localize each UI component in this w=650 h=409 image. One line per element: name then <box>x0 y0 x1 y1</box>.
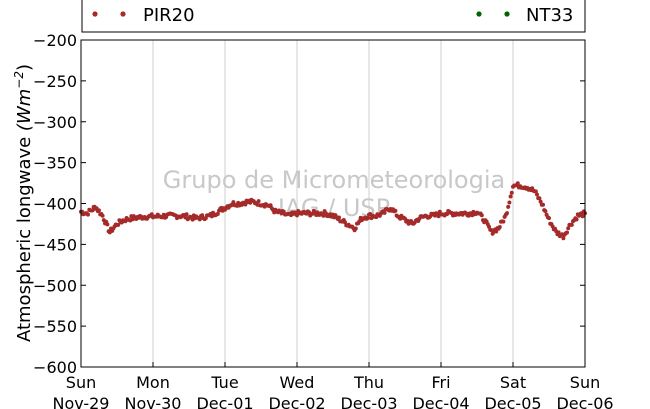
data-point-pir20 <box>533 189 538 194</box>
data-point-pir20 <box>515 181 520 186</box>
data-point-pir20 <box>100 213 105 218</box>
data-point-pir20 <box>365 216 370 220</box>
data-point-pir20 <box>184 212 189 217</box>
data-point-pir20 <box>494 229 499 234</box>
watermark-line-1: Grupo de Micrometeorologia <box>163 166 505 194</box>
legend-entry-pir20: PIR20 <box>92 5 195 26</box>
x-tick-label-day: Thu <box>353 373 384 392</box>
data-point-pir20 <box>580 214 585 219</box>
x-tick-label-day: Sun <box>66 373 96 392</box>
data-point-pir20 <box>479 213 484 218</box>
data-point-pir20 <box>256 199 261 204</box>
y-tick-label: −500 <box>33 276 77 295</box>
y-axis-label-unit: (Wm <box>14 89 35 131</box>
y-tick-label: −450 <box>33 235 77 254</box>
data-point-pir20 <box>574 217 579 222</box>
data-point-pir20 <box>86 212 90 217</box>
x-tick-label-day: Tue <box>210 373 238 392</box>
grid-lines <box>152 40 514 367</box>
data-point-pir20 <box>565 230 569 235</box>
plot-area <box>81 40 585 367</box>
data-point-pir20 <box>343 220 347 225</box>
data-point-pir20 <box>508 194 513 199</box>
x-tick-label-day: Sat <box>500 373 526 392</box>
data-point-pir20 <box>353 226 358 231</box>
legend-marker-nt33-b <box>504 11 510 17</box>
data-point-pir20 <box>231 200 236 205</box>
x-tick-label-date: Dec-04 <box>412 394 469 409</box>
legend-marker-pir20-b <box>120 11 126 17</box>
x-tick-label-date: Dec-05 <box>484 394 541 409</box>
data-point-pir20 <box>507 200 512 205</box>
legend-label-nt33: NT33 <box>526 5 573 26</box>
x-tick-label-day: Wed <box>280 373 315 392</box>
y-tick-label: −250 <box>33 72 77 91</box>
y-tick-label: −600 <box>33 358 77 377</box>
legend-marker-pir20 <box>92 11 98 17</box>
x-tick-label-date: Dec-02 <box>268 394 325 409</box>
x-tick-label-date: Nov-29 <box>53 394 110 409</box>
data-point-pir20 <box>537 196 542 201</box>
data-point-pir20 <box>505 211 509 216</box>
data-point-pir20 <box>561 236 566 241</box>
y-tick-label: −200 <box>33 31 77 50</box>
x-tick-label-date: Dec-06 <box>556 394 613 409</box>
legend-entry-nt33: NT33 <box>476 5 573 26</box>
x-tick-label-date: Dec-01 <box>196 394 253 409</box>
data-point-pir20 <box>268 203 273 208</box>
data-point-pir20 <box>538 199 543 204</box>
legend-box <box>81 0 586 33</box>
y-tick-label: −350 <box>33 154 77 173</box>
data-point-pir20 <box>382 210 387 215</box>
data-point-pir20 <box>566 226 571 231</box>
data-point-pir20 <box>149 212 154 217</box>
data-point-pir20 <box>543 209 548 214</box>
x-tick-label-day: Fri <box>431 373 450 392</box>
legend-label-pir20: PIR20 <box>143 5 195 26</box>
legend-marker-nt33 <box>476 11 482 17</box>
y-tick-label: −400 <box>33 195 77 214</box>
data-point-pir20 <box>321 213 326 218</box>
data-point-pir20 <box>501 219 506 224</box>
data-point-pir20 <box>197 217 202 222</box>
data-point-pir20 <box>97 208 101 213</box>
data-point-pir20 <box>497 225 502 229</box>
y-tick-label: −550 <box>33 317 77 336</box>
data-point-pir20 <box>541 202 545 207</box>
y-axis-ticks: −200 −250 −300 −350 −400 −450 −500 −550 −600 <box>33 31 585 377</box>
x-tick-label-day: Sun <box>570 373 600 392</box>
y-axis-label-exponent: −2 <box>12 71 26 89</box>
data-point-pir20 <box>105 222 110 227</box>
y-axis-label: Atmospheric longwave (Wm−2) <box>12 64 35 342</box>
data-point-pir20 <box>556 230 561 235</box>
data-point-pir20 <box>337 215 341 220</box>
data-point-pir20 <box>547 216 551 221</box>
data-point-pir20 <box>569 222 574 227</box>
data-point-pir20 <box>393 208 398 213</box>
series-points <box>79 181 587 241</box>
y-axis-label-close: ) <box>14 64 35 71</box>
x-tick-label-day: Mon <box>136 373 170 392</box>
data-point-pir20 <box>116 222 121 227</box>
y-tick-label: −300 <box>33 113 77 132</box>
x-axis-ticks: Sun Nov-29 Mon Nov-30 Tue Dec-01 Wed Dec-02 Thu D… <box>53 362 614 409</box>
data-point-pir20 <box>506 204 511 209</box>
data-point-pir20 <box>535 192 539 197</box>
y-axis-label-text: Atmospheric longwave <box>14 131 35 342</box>
x-tick-label-date: Nov-30 <box>125 394 182 409</box>
data-point-pir20 <box>215 212 220 216</box>
data-point-pir20 <box>509 190 514 195</box>
x-tick-label-date: Dec-03 <box>340 394 397 409</box>
